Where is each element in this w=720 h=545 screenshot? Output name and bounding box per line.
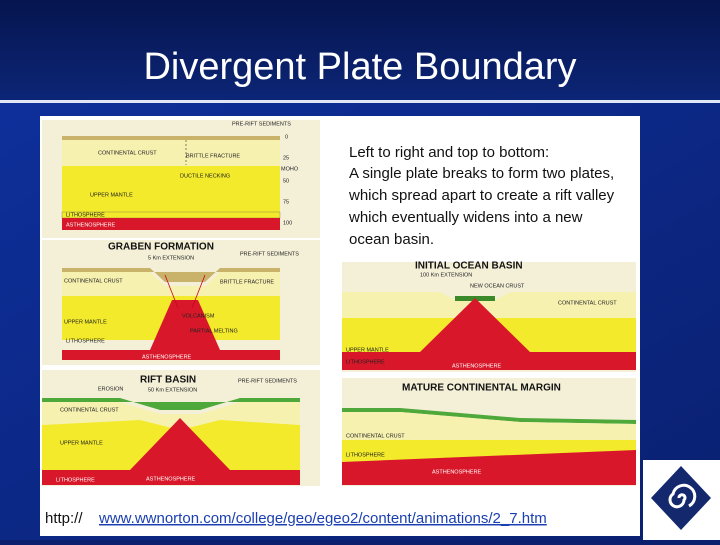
diagram-label: PRE-RIFT SEDIMENTS <box>240 251 299 257</box>
diagram-label: CONTINENTAL CRUST <box>60 407 119 413</box>
description-line: A single plate breaks to form two plates… <box>349 165 614 182</box>
logo <box>651 466 711 530</box>
diagram-graben: GRABEN FORMATION 5 Km EXTENSION PRE-RIFT… <box>42 240 320 365</box>
diagram-title: INITIAL OCEAN BASIN <box>415 261 523 272</box>
diagram-label: ASTHENOSPHERE <box>146 476 196 482</box>
diagram-label: CONTINENTAL CRUST <box>98 150 157 156</box>
diagram-label: LITHOSPHERE <box>56 477 95 483</box>
diagram-label: BRITTLE FRACTURE <box>220 279 274 285</box>
diagram-label: DUCTILE NECKING <box>180 173 230 179</box>
diagram-label: ASTHENOSPHERE <box>142 354 192 360</box>
diagram-label: ASTHENOSPHERE <box>432 469 482 475</box>
link-prefix: http:// <box>45 510 83 527</box>
diagram-title: RIFT BASIN <box>140 375 196 386</box>
title-rule <box>0 100 720 103</box>
description-line: which eventually widens into a new <box>348 209 583 226</box>
diagram-mature-margin: MATURE CONTINENTAL MARGIN CONTINENTAL CR… <box>342 378 636 486</box>
diagram-label: PRE-RIFT SEDIMENTS <box>232 121 291 127</box>
diagram-label: UPPER MANTLE <box>64 319 107 325</box>
diagram-label: 50 Km EXTENSION <box>148 387 197 393</box>
diagram-label: LITHOSPHERE <box>66 338 105 344</box>
diagram-label: LITHOSPHERE <box>66 212 105 218</box>
depth-label: 0 <box>285 134 288 140</box>
diagram-label: LITHOSPHERE <box>346 359 385 365</box>
description-line: which spread apart to create a rift vall… <box>348 187 615 204</box>
slide-title: Divergent Plate Boundary <box>143 46 576 88</box>
diagram-label: ASTHENOSPHERE <box>66 222 116 228</box>
diagram-label: 5 Km EXTENSION <box>148 255 194 261</box>
description-line: ocean basin. <box>349 231 434 248</box>
diagram-title: GRABEN FORMATION <box>108 242 214 253</box>
diagram-label: 100 Km EXTENSION <box>420 272 472 278</box>
depth-label: 25 <box>283 155 289 161</box>
diagram-label: BRITTLE FRACTURE <box>186 153 240 159</box>
diagram-label: PARTIAL MELTING <box>190 328 238 334</box>
diagram-label: NEW OCEAN CRUST <box>470 283 525 289</box>
diagram-ocean-basin: INITIAL OCEAN BASIN 100 Km EXTENSION NEW… <box>342 261 636 372</box>
diagram-label: UPPER MANTLE <box>346 347 389 353</box>
diagram-title: MATURE CONTINENTAL MARGIN <box>402 383 561 394</box>
diagram-label: CONTINENTAL CRUST <box>346 433 405 439</box>
title-band <box>0 0 720 100</box>
diagram-label: ASTHENOSPHERE <box>452 363 502 369</box>
diagram-label: PRE-RIFT SEDIMENTS <box>238 378 297 384</box>
diagram-label: LITHOSPHERE <box>346 452 385 458</box>
diagram-label: VOLCANISM <box>182 313 215 319</box>
link-box <box>40 500 640 536</box>
link-url[interactable]: www.wwnorton.com/college/geo/egeo2/conte… <box>98 510 547 527</box>
diagram-label: CONTINENTAL CRUST <box>558 300 617 306</box>
diagram-label: EROSION <box>98 386 123 392</box>
depth-label: MOHO <box>281 166 299 172</box>
diagram-label: UPPER MANTLE <box>90 192 133 198</box>
diagram-prerift: PRE-RIFT SEDIMENTS CONTINENTAL CRUST BRI… <box>42 120 320 238</box>
depth-label: 75 <box>283 199 289 205</box>
diagram-label: CONTINENTAL CRUST <box>64 278 123 284</box>
diagram-label: UPPER MANTLE <box>60 440 103 446</box>
depth-label: 100 <box>283 220 292 226</box>
depth-label: 50 <box>283 178 289 184</box>
description-line: Left to right and top to bottom: <box>349 144 549 161</box>
diagram-rift: RIFT BASIN 50 Km EXTENSION EROSION PRE-R… <box>42 370 320 486</box>
